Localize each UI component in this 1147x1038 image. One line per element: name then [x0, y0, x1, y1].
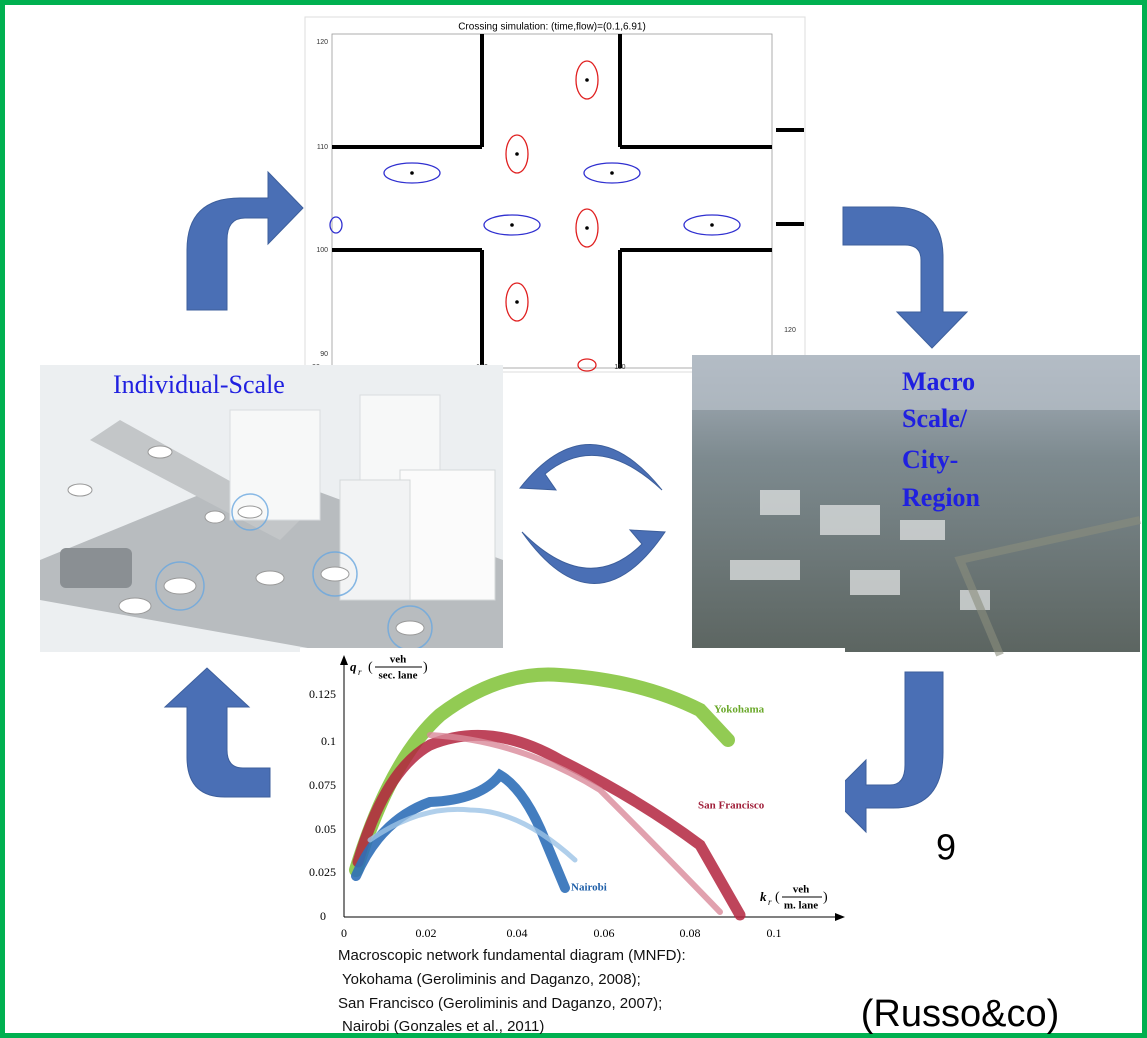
mnfd-x-tick: 0.06	[594, 926, 615, 940]
individual-panel: Individual-Scale	[40, 365, 503, 652]
sim-y-tick: 90	[320, 351, 328, 358]
y-label-symbol: q	[350, 659, 357, 674]
mnfd-panel: 0.125 0.1 0.075 0.05 0.025 0 0 0.02 0.04…	[300, 648, 845, 940]
slide-page: {"simulation": {"title": "Crossing simul…	[0, 0, 1147, 1038]
simulation-panel: Crossing simulation: (time,flow)=(0.1,6.…	[305, 17, 805, 372]
caption-line: Macroscopic network fundamental diagram …	[338, 947, 686, 964]
mnfd-y-tick: 0.05	[315, 822, 336, 836]
caption-line: Yokohama (Geroliminis and Daganzo, 2008)…	[342, 971, 641, 988]
x-label-paren: (	[775, 890, 780, 905]
mnfd-y-tick: 0.075	[309, 778, 336, 792]
caption-line: Nairobi (Gonzales et al., 2011)	[342, 1018, 544, 1035]
sim-axes	[332, 34, 772, 368]
arrow	[830, 672, 943, 832]
sim-title: Crossing simulation: (time,flow)=(0.1,6.…	[458, 22, 646, 33]
x-label-numerator: veh	[793, 884, 810, 896]
macro-panel: Macro Scale/ City- Region	[692, 355, 1140, 655]
mnfd-y-tick: 0	[320, 909, 326, 923]
mnfd-x-tick: 0.1	[767, 926, 782, 940]
slide-number: 9	[936, 827, 956, 868]
x-label-denominator: m. lane	[784, 900, 818, 912]
series-label: Nairobi	[571, 882, 607, 894]
sim-side-tick: 120	[784, 327, 796, 334]
y-label-paren: )	[423, 660, 428, 675]
y-label-paren: (	[368, 660, 373, 675]
x-label-subscript: r	[768, 897, 772, 907]
caption-line: San Francisco (Geroliminis and Daganzo, …	[338, 995, 662, 1012]
macro-label-line: Region	[902, 483, 981, 512]
slide: Crossing simulation: (time,flow)=(0.1,6.…	[0, 0, 1147, 1038]
y-label-numerator: veh	[390, 654, 407, 666]
caption: Macroscopic network fundamental diagram …	[338, 947, 686, 1035]
macro-label-line: City-	[902, 445, 958, 474]
macro-label-line: Scale/	[902, 404, 968, 433]
sim-y-tick: 120	[316, 39, 328, 46]
arrow	[165, 668, 270, 797]
mnfd-y-tick: 0.125	[309, 687, 336, 701]
mnfd-y-tick: 0.1	[321, 734, 336, 748]
credit: (Russo&co)	[861, 993, 1060, 1035]
y-label-subscript: r	[358, 667, 362, 677]
y-label-denominator: sec. lane	[378, 670, 417, 682]
series-label: Yokohama	[714, 704, 765, 716]
arrow	[187, 172, 303, 310]
mnfd-x-tick: 0.08	[680, 926, 701, 940]
series-label: San Francisco	[698, 800, 765, 812]
x-label-symbol: k	[760, 889, 767, 904]
arrow	[522, 530, 665, 584]
arrow	[843, 207, 967, 348]
mnfd-x-tick: 0	[341, 926, 347, 940]
x-label-paren: )	[823, 890, 828, 905]
mnfd-y-tick: 0.025	[309, 865, 336, 879]
arrow	[520, 444, 662, 490]
mnfd-x-tick: 0.02	[416, 926, 437, 940]
sim-y-tick: 110	[317, 144, 328, 151]
sim-x-tick: 110	[614, 364, 625, 371]
mnfd-x-tick: 0.04	[507, 926, 528, 940]
macro-label-line: Macro	[902, 367, 975, 396]
individual-label: Individual-Scale	[113, 370, 285, 399]
sim-y-tick: 100	[316, 247, 328, 254]
